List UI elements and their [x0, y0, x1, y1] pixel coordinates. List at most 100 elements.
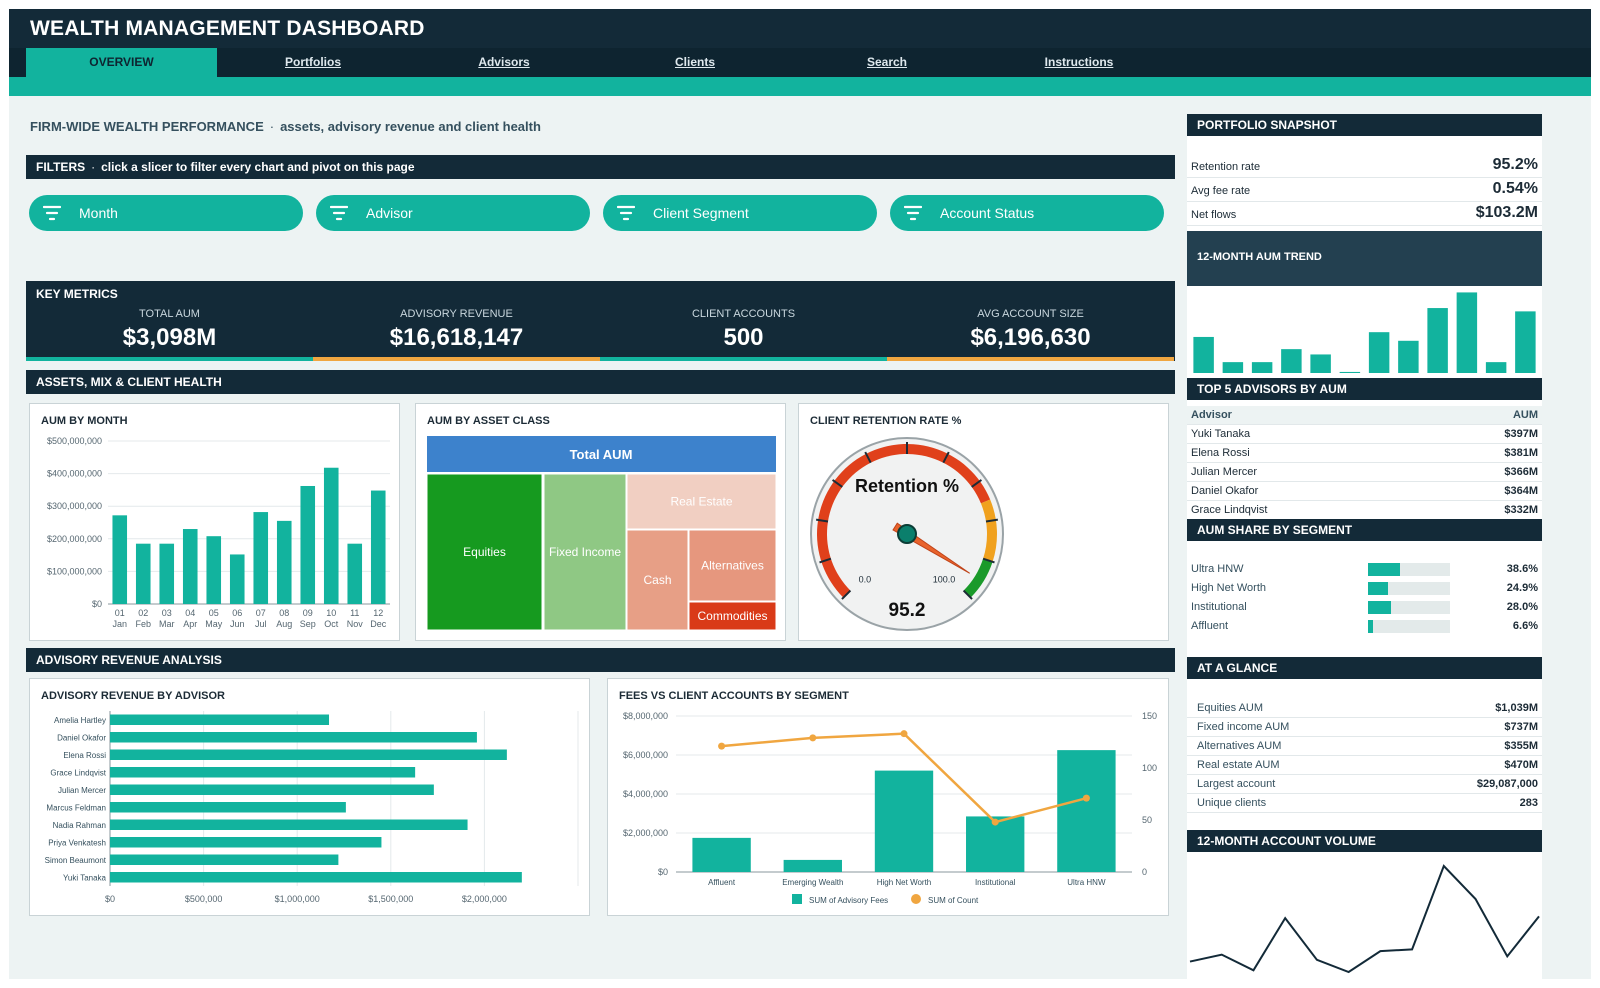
segment-value: 38.6%	[1506, 563, 1538, 575]
gauge-value: 95.2	[889, 600, 926, 621]
y-tick-label: Daniel Okafor	[57, 733, 106, 742]
x-tick-label: 08	[279, 608, 289, 618]
chart-title: CLIENT RETENTION RATE %	[810, 415, 962, 427]
gauge-tick	[942, 451, 950, 464]
slicer-month[interactable]: Month	[29, 195, 303, 231]
y-tick-label: $400,000,000	[47, 469, 102, 479]
bar	[692, 837, 751, 872]
snapshot-label: Retention rate	[1191, 161, 1261, 173]
advisor-aum: $366M	[1504, 466, 1538, 478]
treemap-root	[427, 436, 776, 472]
slicer-account-status[interactable]: Account Status	[890, 195, 1164, 231]
kpi-value: $6,196,630	[970, 324, 1091, 351]
account-volume-chart	[1189, 864, 1540, 974]
tab-search[interactable]: Search	[866, 55, 908, 69]
x-tick-label: 03	[162, 608, 172, 618]
chart-title: FEES VS CLIENT ACCOUNTS BY SEGMENT	[619, 690, 849, 702]
y-tick-label: Yuki Tanaka	[63, 873, 107, 882]
x-tick-sublabel: Feb	[135, 619, 151, 629]
page-heading-description: assets, advisory revenue and client heal…	[280, 119, 541, 134]
slicer-client-segment[interactable]: Client Segment	[603, 195, 877, 231]
x-tick-label: 12	[373, 608, 383, 618]
bar	[1427, 308, 1448, 373]
slicer-label: Account Status	[940, 205, 1035, 221]
snapshot-label: Avg fee rate	[1191, 185, 1251, 197]
segment-row: Ultra HNW 38.6%	[1187, 560, 1542, 579]
advisor-name: Daniel Okafor	[1191, 485, 1259, 497]
segment-bar-track	[1368, 563, 1450, 576]
x-tick-label: 04	[185, 608, 195, 618]
glance-name: Unique clients	[1197, 797, 1267, 809]
segment-bar-fill	[1368, 563, 1400, 576]
bar	[1057, 750, 1116, 872]
treemap-tile	[543, 473, 627, 631]
gauge-tick	[819, 557, 832, 564]
bar	[1339, 371, 1361, 373]
segment-row: Institutional 28.0%	[1187, 598, 1542, 617]
aum-by-asset-class-card: Total AUM Equities Fixed Income Real Estate…	[415, 403, 786, 641]
x-tick-label: $1,000,000	[275, 894, 320, 904]
at-a-glance-title: AT A GLANCE	[1187, 657, 1542, 679]
gauge-label: Retention %	[855, 476, 959, 496]
x-tick-label: 07	[256, 608, 266, 618]
segment-name: High Net Worth	[1191, 582, 1266, 594]
x-tick-label: 09	[303, 608, 313, 618]
bar	[300, 485, 316, 604]
bar	[112, 515, 128, 604]
gauge-tick	[815, 518, 829, 523]
y-left-tick-label: $2,000,000	[623, 828, 668, 838]
tab-instructions[interactable]: Instructions	[1044, 55, 1114, 69]
x-tick-label: Ultra HNW	[1067, 878, 1106, 887]
retention-gauge-chart: Retention % 0.0 100.0 95.2	[810, 437, 1004, 631]
bar	[1310, 354, 1331, 373]
bar	[276, 520, 292, 604]
table-row: Daniel Okafor $364M	[1187, 482, 1542, 501]
slicer-advisor[interactable]: Advisor	[316, 195, 590, 231]
y-tick-label: Marcus Feldman	[46, 803, 106, 812]
filter-icon	[330, 205, 348, 221]
advisor-aum: $332M	[1504, 504, 1538, 516]
bar	[253, 512, 269, 604]
tab-clients[interactable]: Clients	[674, 55, 715, 69]
line-point	[991, 818, 999, 826]
tab-portfolios[interactable]: Portfolios	[285, 55, 341, 69]
page-heading: FIRM-WIDE WEALTH PERFORMANCE · assets, adv…	[30, 119, 541, 134]
revenue-by-advisor-chart: $0 $500,000 $1,000,000 $1,500,000 $2,000,000…	[45, 711, 579, 904]
filters-title: FILTERS	[36, 160, 86, 174]
section-assets-bar: ASSETS, MIX & CLIENT HEALTH	[26, 370, 1175, 394]
filters-hint: click a slicer to filter every chart and…	[101, 160, 415, 174]
glance-value: $1,039M	[1495, 702, 1538, 714]
bar	[110, 872, 522, 883]
glance-value: $470M	[1504, 759, 1538, 771]
segment-value: 6.6%	[1512, 620, 1538, 632]
bar	[1368, 332, 1390, 373]
bar	[135, 543, 151, 604]
segment-bar-fill	[1368, 620, 1374, 633]
segment-bar-fill	[1368, 601, 1391, 614]
x-tick-label: 06	[232, 608, 242, 618]
x-tick-label: 01	[115, 608, 125, 618]
gauge-tick	[982, 557, 995, 564]
snapshot-value: $103.2M	[1475, 204, 1538, 221]
bar	[1281, 349, 1302, 373]
table-row: Elena Rossi $381M	[1187, 444, 1542, 463]
tab-advisors[interactable]: Advisors	[478, 55, 530, 69]
y-right-tick-label: 150	[1142, 711, 1157, 721]
gauge-tick	[841, 589, 852, 600]
slicer-label: Client Segment	[653, 205, 749, 221]
bar	[110, 714, 330, 725]
y-tick-label: $500,000,000	[47, 436, 102, 446]
x-tick-label: 11	[350, 608, 359, 618]
y-tick-label: $200,000,000	[47, 534, 102, 544]
glance-row: Equities AUM $1,039M	[1187, 699, 1542, 718]
table-row: Yuki Tanaka $397M	[1187, 425, 1542, 444]
kpi-label: CLIENT ACCOUNTS	[691, 308, 796, 320]
glance-name: Alternatives AUM	[1197, 740, 1282, 752]
tab-overview[interactable]: OVERVIEW	[26, 48, 217, 77]
y-right-tick-label: 0	[1142, 867, 1147, 877]
snapshot-label: Net flows	[1191, 209, 1237, 221]
x-tick-label: Emerging Wealth	[782, 878, 843, 887]
snapshot-row: Retention rate 95.2%	[1187, 154, 1542, 178]
segment-name: Institutional	[1191, 601, 1247, 613]
y-tick-label: $0	[92, 599, 102, 609]
